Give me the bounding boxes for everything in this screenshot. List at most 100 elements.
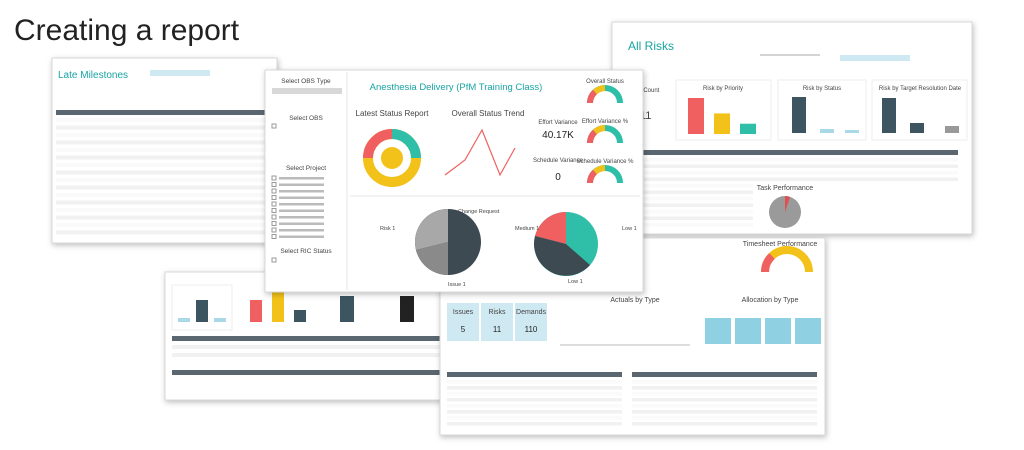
table-row — [56, 125, 272, 130]
table-row — [172, 345, 442, 349]
filter-option — [272, 88, 342, 94]
checkbox[interactable] — [271, 221, 277, 226]
bar — [945, 126, 959, 133]
gauge-title: Schedule Variance % — [577, 159, 635, 165]
table-row — [447, 386, 622, 390]
anesthesia-panel: Select OBS Type Select OBS Select Projec… — [264, 69, 644, 293]
table-row — [56, 230, 272, 235]
table-row — [447, 416, 622, 420]
option-text — [279, 177, 324, 180]
table-row — [56, 223, 272, 227]
pie-label: Low 1 — [568, 279, 583, 285]
checkbox[interactable] — [271, 123, 277, 129]
kpi-label: Risks — [488, 309, 506, 316]
table-row — [447, 422, 622, 426]
table-row — [632, 380, 817, 384]
gauge-segment — [587, 169, 598, 184]
option-text — [279, 222, 324, 225]
table-row — [447, 404, 622, 408]
page-title: Creating a report — [14, 14, 240, 47]
kpi-cards: Issues 5 Risks 11 Demands 110 — [447, 303, 547, 341]
checkbox[interactable] — [271, 257, 277, 263]
option-text — [279, 196, 324, 199]
pie-label: Change Request — [458, 209, 500, 215]
checkbox[interactable] — [271, 195, 277, 200]
checkbox[interactable] — [271, 182, 277, 187]
kpi-card — [515, 303, 547, 341]
table-header — [632, 372, 817, 377]
table-header — [447, 372, 622, 377]
table-header — [56, 110, 272, 115]
chart-title: Risk by Target Resolution Date — [879, 86, 962, 92]
kpi-value: 11 — [493, 325, 502, 334]
kpi-value: 5 — [461, 325, 466, 334]
table-row — [628, 190, 753, 194]
chart-title: Risk by Priority — [703, 86, 743, 92]
table-row — [447, 380, 622, 384]
gauges: Overall Status Effort Variance % Schedule … — [577, 79, 635, 184]
pie-slice — [534, 236, 590, 276]
pie-label: Risk 1 — [380, 226, 395, 232]
bar — [214, 318, 226, 322]
gauge-segment — [761, 253, 775, 273]
checkbox-list — [271, 175, 324, 239]
section-title: Latest Status Report — [356, 109, 430, 118]
donut-segment — [363, 129, 393, 159]
kpi-label: Risk Count — [630, 88, 660, 94]
checkbox[interactable] — [271, 208, 277, 213]
table-row — [172, 353, 442, 357]
table-row — [56, 163, 272, 167]
bar-chart — [688, 98, 756, 134]
bar — [400, 296, 414, 322]
kpi-label: Schedule Variance — [533, 158, 584, 164]
table-row — [56, 193, 272, 197]
panel-title: All Risks — [628, 39, 674, 53]
option-text — [279, 190, 324, 193]
bar — [882, 98, 896, 133]
table-row — [56, 148, 272, 152]
checkbox[interactable] — [271, 214, 277, 220]
filter-title: Select OBS Type — [281, 78, 331, 85]
checkbox[interactable] — [271, 227, 277, 233]
chart-title: Actuals by Type — [610, 297, 659, 304]
gauge-segment — [592, 85, 606, 95]
table-row — [628, 203, 753, 207]
option-text — [279, 229, 324, 232]
table-row — [447, 398, 622, 402]
donut-center — [381, 147, 403, 169]
checkbox[interactable] — [271, 234, 277, 239]
bar — [340, 296, 354, 322]
kpi-label: Issues — [453, 309, 474, 316]
table-row — [56, 118, 272, 122]
checkbox[interactable] — [271, 201, 277, 207]
option-text — [279, 183, 324, 186]
table-row — [628, 177, 958, 181]
table-row — [628, 210, 753, 214]
trend-line — [444, 128, 516, 177]
table-row — [632, 392, 817, 396]
table-row — [628, 158, 958, 162]
kpi-value: 40.17K — [542, 130, 574, 141]
filter-title: Select Project — [286, 165, 326, 172]
bar — [740, 123, 756, 134]
table-row — [447, 392, 622, 396]
kpi-value: 11 — [640, 110, 651, 122]
table-row — [632, 386, 817, 390]
gauge-segment — [592, 165, 606, 175]
pie-slice — [415, 209, 448, 250]
checkbox[interactable] — [271, 175, 277, 181]
bar — [820, 129, 834, 133]
table-row — [628, 164, 958, 168]
table-row — [56, 170, 272, 175]
pie-label: Low 1 — [622, 226, 637, 232]
bar — [910, 123, 924, 133]
late-milestones-panel: Late Milestones — [51, 57, 278, 244]
table-row — [632, 398, 817, 402]
section-title: Overall Status Trend — [452, 109, 525, 118]
bar — [688, 98, 704, 134]
table-row — [628, 223, 753, 227]
kpi-card — [447, 303, 479, 341]
table-row — [632, 404, 817, 408]
checkbox[interactable] — [271, 188, 277, 194]
